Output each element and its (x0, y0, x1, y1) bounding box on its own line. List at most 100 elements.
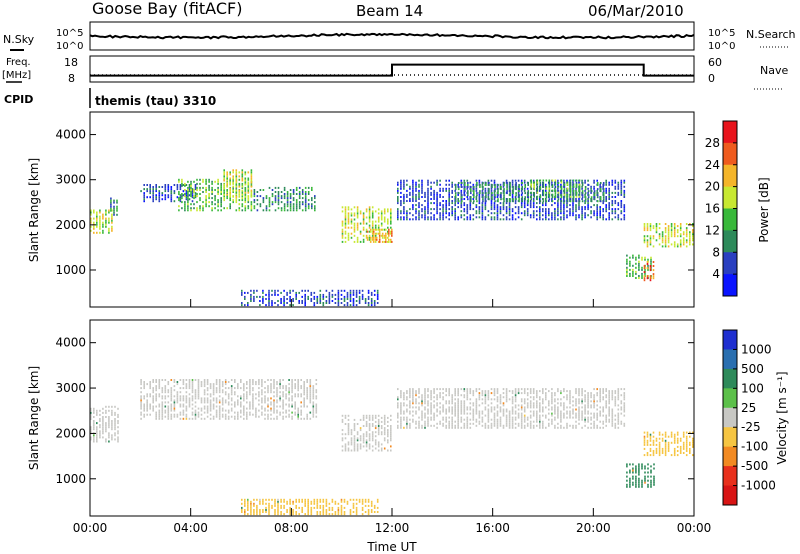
power-cell (496, 196, 499, 198)
power-cell (667, 241, 670, 244)
power-cell (190, 189, 192, 191)
velocity-cell (267, 387, 269, 390)
power-cell (359, 210, 362, 213)
velocity-cell (240, 397, 242, 400)
power-cell (418, 179, 420, 182)
velocity-cell (593, 400, 595, 403)
power-cell (316, 295, 319, 298)
velocity-cell (409, 422, 411, 425)
power-cell (268, 300, 270, 302)
power-cell (539, 194, 542, 197)
velocity-cell (306, 415, 308, 418)
power-cell (368, 218, 371, 221)
power-cell (253, 205, 256, 208)
velocity-cell (371, 423, 374, 425)
power-cell (608, 214, 610, 217)
power-cell (605, 204, 607, 207)
power-cell (581, 190, 584, 193)
velocity-cell (206, 381, 209, 383)
power-cell (451, 185, 453, 188)
velocity-cell (188, 381, 191, 383)
power-cell (374, 238, 377, 241)
velocity-cell (167, 415, 170, 418)
power-cell (226, 193, 228, 196)
velocity-cell (191, 413, 194, 416)
power-cell (268, 209, 271, 212)
power-cell (365, 234, 368, 237)
power-cell (314, 201, 316, 204)
power-cell (347, 212, 350, 215)
velocity-cell (380, 433, 383, 436)
power-cell (517, 179, 520, 182)
power-cell (563, 208, 565, 211)
velocity-cell (412, 406, 414, 409)
power-cell (196, 209, 198, 212)
power-cell (366, 238, 369, 241)
power-cell (467, 198, 469, 201)
power-cell (493, 179, 496, 182)
power-cell (178, 180, 180, 183)
power-cell (250, 179, 253, 182)
velocity-cell (209, 393, 212, 396)
velocity-cell (605, 418, 607, 421)
power-cell (436, 200, 438, 202)
power-cell (304, 193, 307, 195)
power-cell (626, 254, 628, 257)
power-cell (232, 182, 234, 185)
power-cell (673, 223, 676, 225)
velocity-cell (590, 400, 592, 403)
velocity-cell (374, 416, 377, 419)
power-cell (590, 210, 592, 213)
velocity-cell (581, 398, 583, 401)
velocity-cell (96, 432, 98, 435)
power-cell (461, 200, 463, 203)
velocity-cell (418, 396, 420, 399)
power-cell (530, 198, 532, 201)
power-cell (226, 171, 228, 174)
power-cell (605, 200, 607, 202)
velocity-cell (297, 381, 299, 383)
velocity-cell (197, 379, 200, 381)
power-cell (566, 179, 568, 182)
power-cell (304, 195, 307, 198)
power-cell (518, 200, 520, 203)
power-cell (268, 205, 271, 208)
power-cell (611, 202, 614, 205)
velocity-cell (445, 394, 447, 397)
power-cell (241, 175, 244, 178)
power-cell (93, 231, 95, 234)
power-cell (491, 186, 493, 188)
power-cell (375, 232, 378, 235)
power-cell (442, 216, 444, 219)
velocity-cell (472, 412, 475, 415)
power-cell (155, 186, 157, 188)
power-cell (412, 193, 414, 196)
power-cell (376, 295, 379, 298)
power-cell (298, 203, 301, 206)
power-cell (502, 202, 505, 205)
velocity-cell (380, 431, 383, 434)
velocity-cell (578, 388, 580, 391)
velocity-cell (368, 425, 371, 427)
power-cell (155, 194, 157, 197)
velocity-cell (608, 390, 610, 393)
velocity-cell (390, 425, 392, 427)
power-cell (439, 204, 441, 207)
velocity-cell (188, 405, 191, 408)
power-cell (328, 295, 331, 298)
velocity-cell (448, 416, 450, 419)
power-cell (397, 196, 399, 198)
velocity-cell (306, 417, 308, 420)
velocity-cell (297, 409, 299, 412)
power-cell (658, 227, 661, 230)
power-cell (341, 232, 344, 235)
power-cell (679, 233, 682, 236)
power-cell (217, 205, 219, 208)
velocity-cell (460, 406, 463, 409)
power-cell (356, 236, 359, 239)
velocity-cell (572, 396, 574, 399)
velocity-cell (532, 426, 535, 429)
velocity-cell (409, 400, 411, 403)
velocity-cell (224, 383, 227, 386)
power-cell (484, 204, 487, 207)
